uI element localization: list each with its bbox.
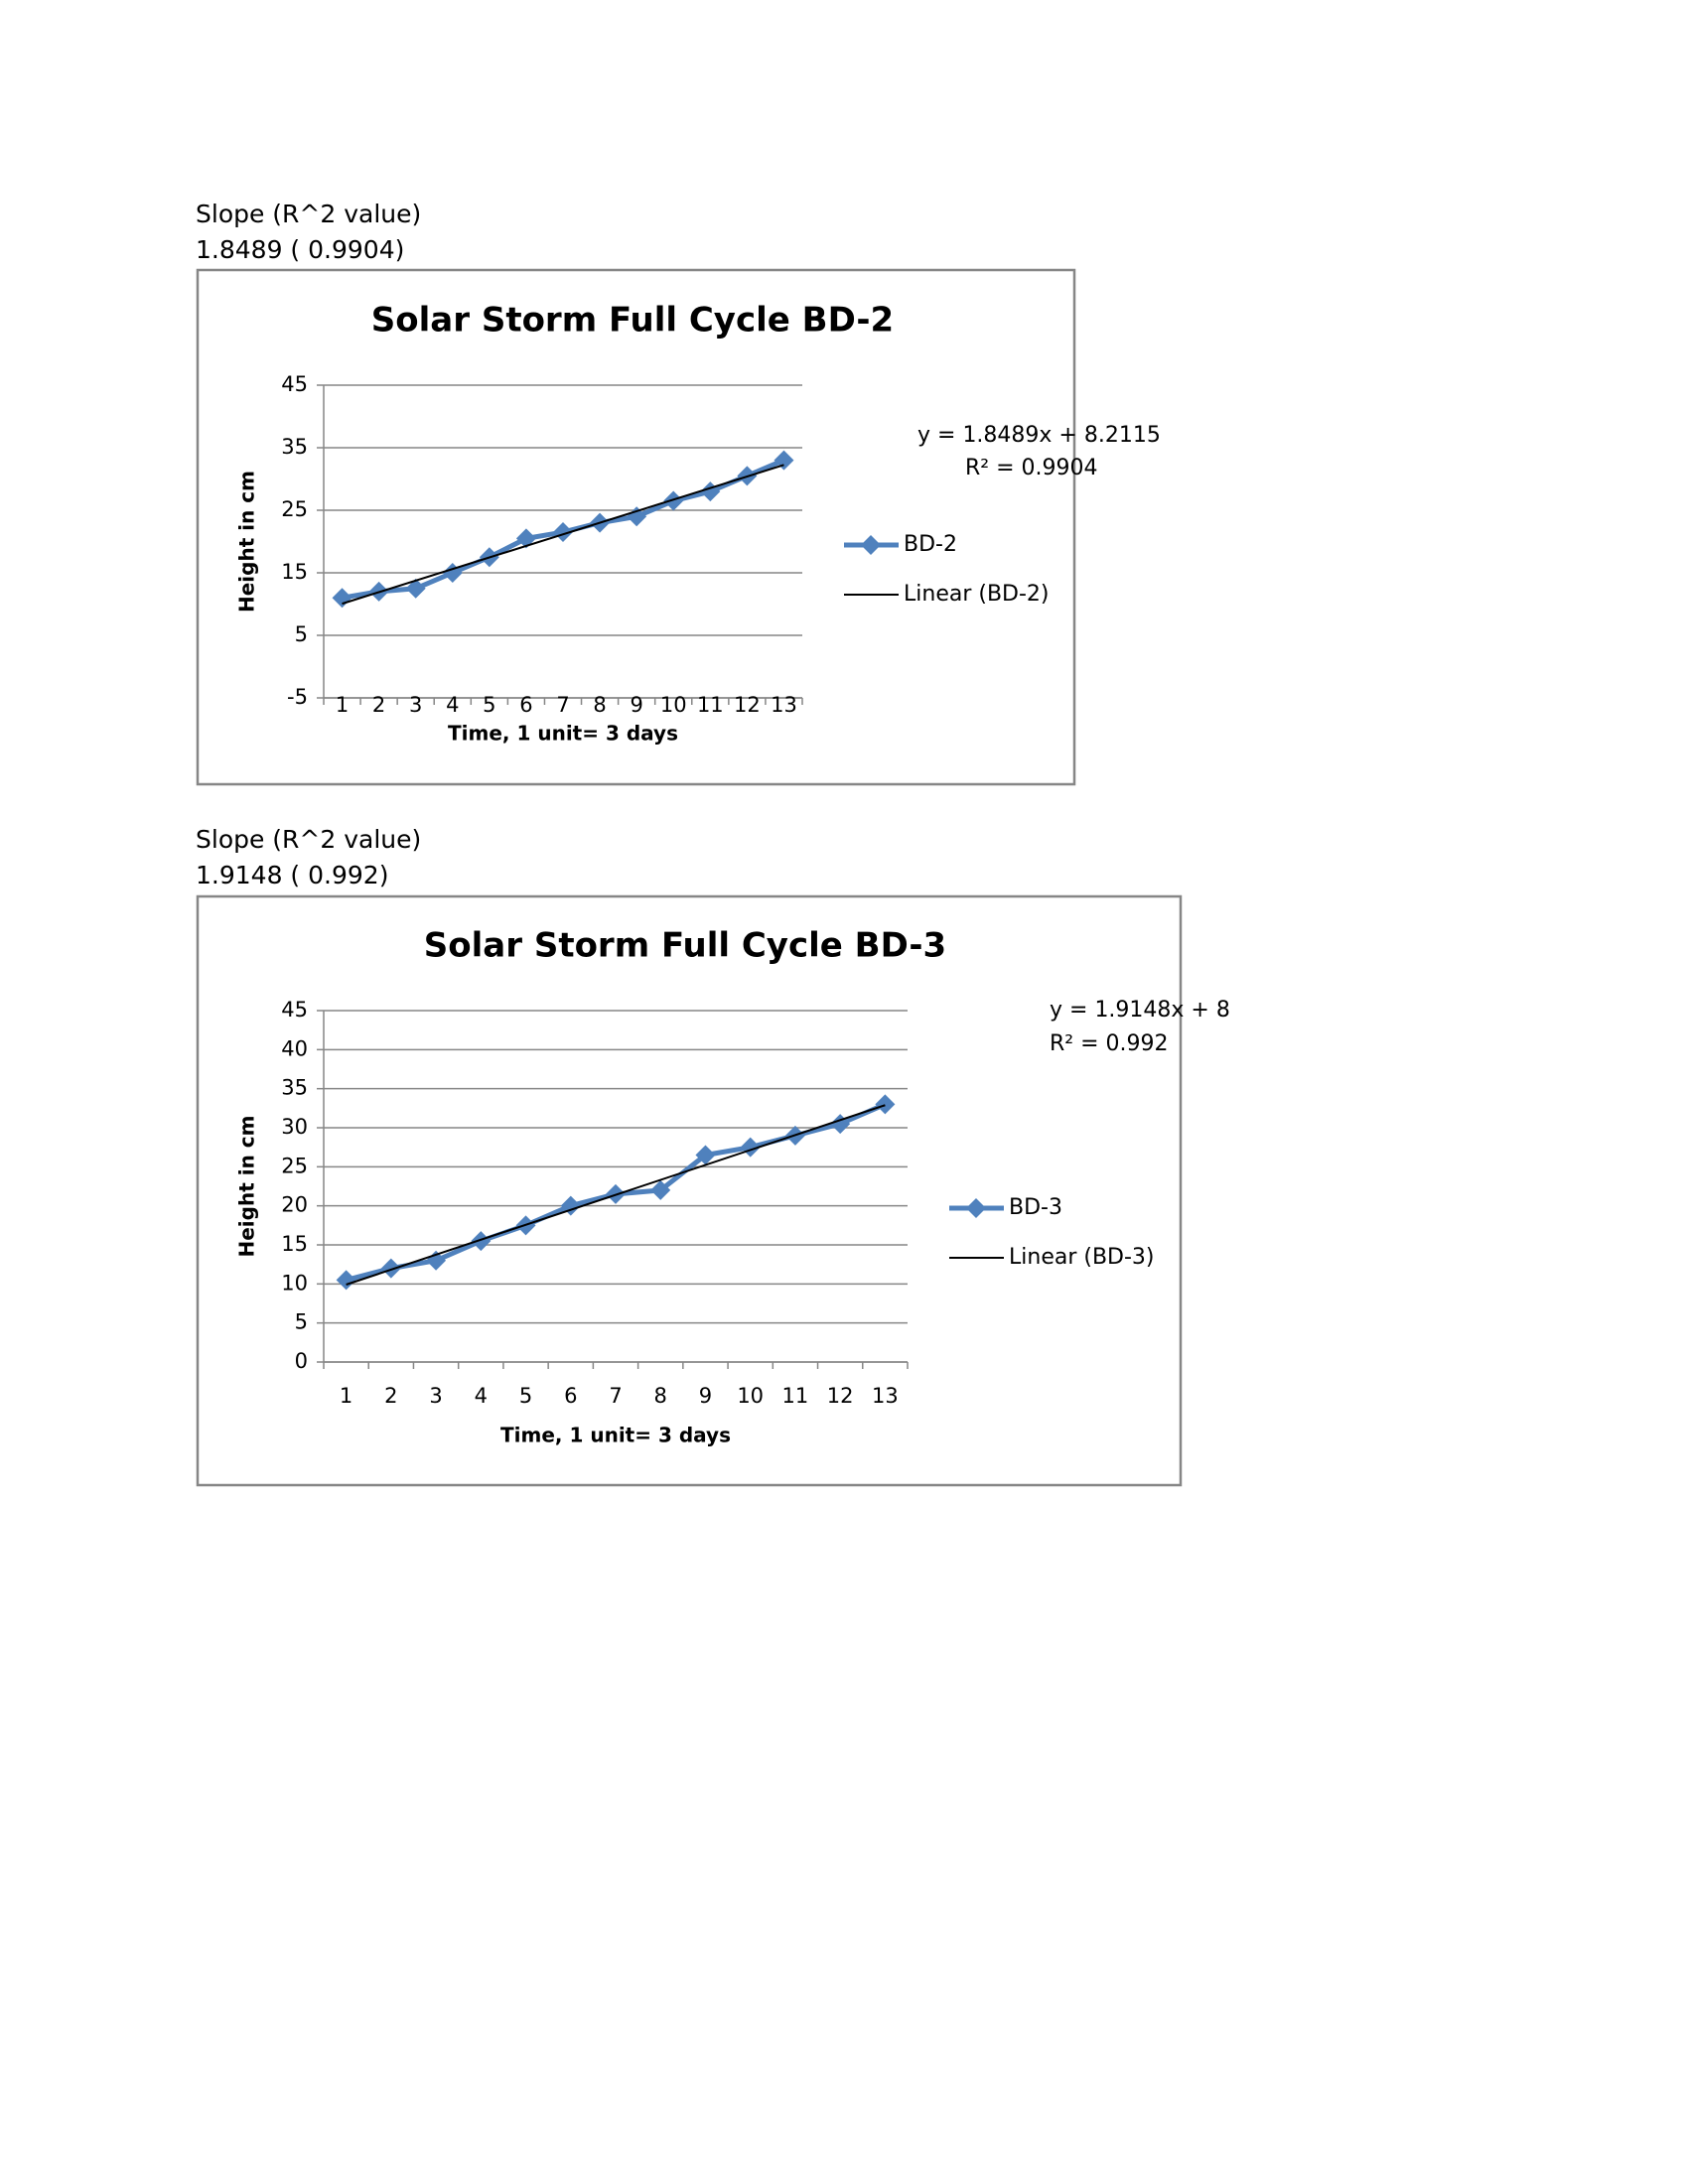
x-tick-label: 3 (409, 693, 422, 717)
x-tick-label: 2 (384, 1384, 397, 1408)
y-tick-label: 15 (281, 560, 308, 584)
x-tick-label: 6 (564, 1384, 577, 1408)
x-tick-label: 3 (429, 1384, 442, 1408)
legend-marker (966, 1198, 986, 1218)
legend-marker (861, 535, 881, 555)
y-tick-label: -5 (287, 685, 308, 709)
trendline (346, 1104, 886, 1286)
x-tick-label: 7 (556, 693, 569, 717)
y-tick-label: 35 (281, 435, 308, 459)
data-point (695, 1145, 716, 1165)
caption: 1.9148 ( 0.992) (196, 861, 388, 889)
x-tick-label: 8 (654, 1384, 667, 1408)
legend-label: BD-2 (904, 532, 957, 557)
y-tick-label: 35 (281, 1076, 308, 1100)
y-axis-title: Height in cm (235, 1116, 259, 1258)
trendline (342, 464, 784, 606)
trend-r-squared: R² = 0.992 (1050, 1031, 1169, 1056)
x-tick-label: 10 (737, 1384, 764, 1408)
x-tick-label: 5 (519, 1384, 532, 1408)
x-tick-label: 11 (782, 1384, 809, 1408)
x-tick-label: 12 (734, 693, 761, 717)
y-tick-label: 20 (281, 1193, 308, 1217)
y-tick-label: 45 (281, 998, 308, 1022)
data-point (405, 578, 426, 599)
data-point (627, 506, 647, 527)
chart-frame (196, 894, 1183, 1487)
caption: 1.8489 ( 0.9904) (196, 235, 404, 264)
y-tick-label: 10 (281, 1271, 308, 1295)
y-tick-label: 25 (281, 1154, 308, 1177)
data-point (875, 1094, 896, 1115)
x-tick-label: 13 (872, 1384, 899, 1408)
y-tick-label: 5 (295, 1310, 308, 1334)
x-tick-label: 12 (827, 1384, 854, 1408)
x-tick-label: 13 (771, 693, 797, 717)
data-point (774, 450, 794, 471)
y-tick-label: 25 (281, 497, 308, 521)
x-tick-label: 5 (483, 693, 495, 717)
x-tick-label: 4 (446, 693, 459, 717)
x-tick-label: 8 (593, 693, 606, 717)
y-tick-label: 0 (295, 1349, 308, 1373)
y-tick-label: 15 (281, 1232, 308, 1256)
x-tick-label: 7 (609, 1384, 622, 1408)
trend-equation: y = 1.8489x + 8.2115 (917, 423, 1161, 448)
legend-label: BD-3 (1009, 1195, 1062, 1220)
y-tick-label: 30 (281, 1115, 308, 1139)
x-tick-label: 9 (699, 1384, 712, 1408)
data-point (553, 522, 573, 543)
data-point (471, 1231, 492, 1252)
data-point (380, 1258, 401, 1279)
x-axis-title: Time, 1 unit= 3 days (448, 722, 678, 746)
y-tick-label: 40 (281, 1036, 308, 1060)
x-tick-label: 11 (697, 693, 724, 717)
chart-title: Solar Storm Full Cycle BD-3 (424, 926, 946, 966)
trend-equation: y = 1.9148x + 8 (1050, 998, 1230, 1023)
chart-title: Solar Storm Full Cycle BD-2 (371, 301, 894, 341)
y-tick-label: 5 (295, 622, 308, 646)
trend-r-squared: R² = 0.9904 (965, 456, 1098, 480)
caption: Slope (R^2 value) (196, 825, 421, 854)
legend-label: Linear (BD-2) (904, 582, 1050, 607)
x-tick-label: 10 (660, 693, 687, 717)
x-tick-label: 4 (475, 1384, 488, 1408)
x-tick-label: 6 (519, 693, 532, 717)
legend-label: Linear (BD-3) (1009, 1245, 1155, 1270)
y-axis-title: Height in cm (235, 471, 259, 613)
data-point (663, 490, 684, 511)
x-tick-label: 1 (336, 693, 349, 717)
data-point (336, 1270, 356, 1291)
data-point (650, 1179, 671, 1200)
y-tick-label: 45 (281, 372, 308, 396)
x-tick-label: 2 (372, 693, 385, 717)
caption: Slope (R^2 value) (196, 200, 421, 228)
x-tick-label: 9 (630, 693, 642, 717)
x-axis-title: Time, 1 unit= 3 days (500, 1424, 731, 1447)
x-tick-label: 1 (340, 1384, 352, 1408)
